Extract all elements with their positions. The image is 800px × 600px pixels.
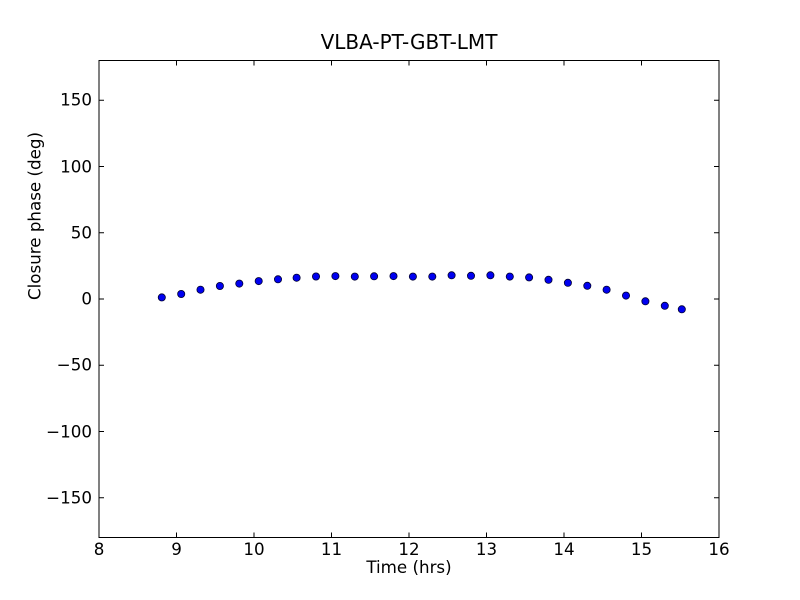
- data-point: [292, 273, 301, 282]
- y-tick-label: 0: [81, 288, 92, 309]
- data-point: [215, 281, 224, 290]
- y-tick-label: 100: [60, 156, 92, 177]
- data-point: [428, 272, 437, 281]
- x-tick-label: 10: [243, 539, 265, 559]
- y-tick-label: −150: [46, 487, 92, 508]
- data-point: [505, 272, 514, 281]
- x-axis-label: Time (hrs): [366, 556, 452, 577]
- data-point: [331, 272, 340, 281]
- x-tick-label: 13: [475, 539, 498, 559]
- data-point: [350, 272, 359, 281]
- data-point: [177, 289, 186, 298]
- data-point: [641, 297, 650, 306]
- data-point: [370, 272, 379, 281]
- data-point: [196, 285, 205, 294]
- data-point: [602, 285, 611, 294]
- data-point: [447, 271, 456, 280]
- data-point: [544, 275, 553, 284]
- x-tick-label: 12: [398, 539, 420, 559]
- x-tick-label: 9: [171, 539, 182, 559]
- plot-title: VLBA-PT-GBT-LMT: [320, 30, 498, 54]
- x-tick-label: 8: [93, 539, 105, 559]
- x-tick-label: 16: [708, 539, 730, 559]
- data-point: [273, 275, 282, 284]
- data-point: [408, 272, 417, 281]
- data-point: [389, 272, 398, 281]
- data-point: [563, 278, 572, 287]
- data-point: [525, 273, 534, 282]
- x-tick-label: 11: [320, 539, 343, 559]
- data-point: [157, 293, 166, 302]
- data-point: [254, 277, 263, 286]
- y-tick-label: 150: [60, 89, 92, 110]
- data-point: [311, 272, 320, 281]
- data-point: [466, 271, 475, 280]
- data-point: [660, 301, 669, 310]
- y-tick-label: 50: [70, 222, 92, 243]
- data-point: [583, 281, 592, 290]
- data-point: [677, 305, 686, 314]
- x-tick-label: 15: [630, 539, 653, 559]
- y-tick-label: −100: [46, 421, 92, 442]
- x-tick-label: 14: [553, 539, 575, 559]
- y-tick-label: −50: [56, 354, 92, 375]
- data-point: [622, 291, 631, 300]
- data-point: [235, 279, 244, 288]
- data-point: [486, 271, 495, 280]
